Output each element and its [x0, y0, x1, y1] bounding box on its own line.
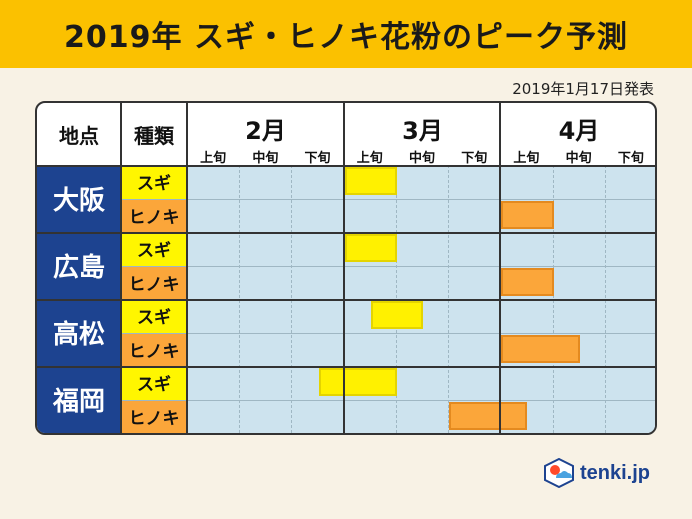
month-apr: 4月 [558, 117, 600, 145]
column-divider [186, 103, 188, 433]
dekad-label: 下旬 [304, 151, 331, 166]
hinoki-peak-bar [501, 267, 554, 296]
month-mar: 3月 [402, 117, 443, 145]
dekad-label: 中旬 [408, 151, 435, 166]
city-divider [37, 366, 655, 368]
hinoki-kind-label: ヒノキ [121, 265, 187, 299]
sugi-kind-label: スギ [121, 299, 187, 333]
column-divider [342, 103, 345, 433]
dekad-label: 上旬 [356, 151, 383, 166]
title-bar: 2019年 スギ・ヒノキ花粉のピーク予測 [0, 0, 692, 68]
city-label: 高松 [37, 299, 121, 366]
dekad-label: 中旬 [565, 151, 592, 166]
sugi-kind-label: スギ [121, 165, 187, 199]
page-title: 2019年 スギ・ヒノキ花粉のピーク予測 [64, 20, 628, 55]
city-label: 広島 [37, 232, 121, 299]
hinoki-kind-label: ヒノキ [121, 198, 187, 232]
row-divider [121, 265, 655, 267]
dekad-label: 上旬 [513, 151, 540, 166]
pollen-peak-table: 地点 種類 2月 3月 4月 上旬 中旬 下旬 上旬 中旬 下旬 上旬 中旬 下旬 大阪 スギ ヒノキ… [35, 101, 657, 435]
tenki-logo-icon [543, 458, 574, 488]
hinoki-kind-label: ヒノキ [121, 399, 187, 433]
row-divider [121, 198, 655, 200]
column-divider [120, 103, 122, 433]
sugi-kind-label: スギ [121, 232, 187, 266]
announcement-date: 2019年1月17日発表 [512, 80, 654, 98]
month-feb: 2月 [245, 117, 286, 145]
city-divider [37, 232, 655, 234]
hinoki-peak-bar [449, 401, 528, 430]
sugi-peak-bar [318, 368, 397, 396]
dekad-label: 下旬 [461, 151, 488, 166]
header-kind: 種類 [134, 123, 174, 148]
sugi-peak-bar [344, 167, 397, 195]
hinoki-peak-bar [501, 334, 580, 363]
header-location: 地点 [59, 123, 99, 148]
tenki-logo: tenki.jp [543, 458, 650, 488]
city-divider [37, 165, 655, 167]
hinoki-peak-bar [501, 200, 554, 229]
hinoki-kind-label: ヒノキ [121, 332, 187, 366]
logo-text: tenki.jp [579, 461, 650, 484]
city-divider [37, 299, 655, 301]
city-label: 福岡 [37, 366, 121, 433]
dekad-label: 下旬 [617, 151, 644, 166]
city-label: 大阪 [37, 165, 121, 232]
sugi-peak-bar [344, 234, 397, 262]
dekad-label: 上旬 [200, 151, 227, 166]
row-divider [121, 399, 655, 401]
column-divider [499, 103, 502, 433]
row-divider [121, 332, 655, 334]
sugi-peak-bar [370, 301, 423, 329]
dekad-label: 中旬 [252, 151, 279, 166]
sugi-kind-label: スギ [121, 366, 187, 400]
